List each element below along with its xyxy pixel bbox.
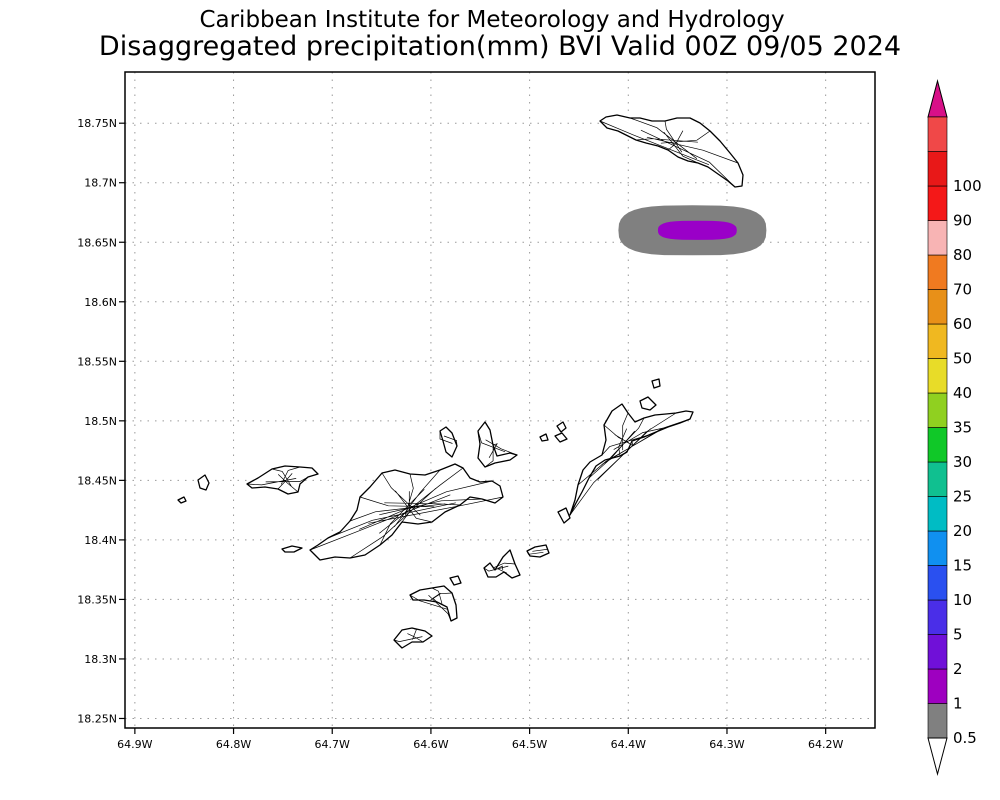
island-virgin-gorda-n (639, 396, 657, 411)
lat-tick-label: 18.4N (84, 534, 117, 547)
lat-tick-label: 18.75N (77, 117, 117, 130)
grid-lines (125, 72, 875, 728)
island-small-cays-4 (651, 378, 661, 389)
colorbar-label: 50 (953, 350, 972, 368)
island-norman-s (393, 627, 433, 649)
island-anegada (599, 114, 744, 188)
colorbar-label: 10 (953, 591, 972, 609)
colorbar-label: 1 (953, 695, 963, 713)
lat-tick-label: 18.6N (84, 296, 117, 309)
colorbar-label: 40 (953, 384, 972, 402)
colorbar-label: 100 (953, 177, 982, 195)
colorbar-segment (927, 668, 948, 704)
lat-tick-label: 18.55N (77, 355, 117, 368)
colorbar-label: 90 (953, 212, 972, 230)
product-title: Disaggregated precipitation(mm) BVI Vali… (99, 31, 901, 62)
lat-tick-label: 18.65N (77, 236, 117, 249)
island-great-camanoe (439, 426, 458, 458)
precip-area-1-2 (657, 220, 737, 240)
colorbar-segment (927, 565, 948, 601)
colorbar-segment (927, 358, 948, 394)
colorbar-label: 80 (953, 246, 972, 264)
island-marina-cay (556, 421, 567, 433)
colorbar-segment (927, 254, 948, 290)
colorbar-segment (927, 289, 948, 325)
colorbar-segment (927, 496, 948, 532)
colorbar-segment (927, 151, 948, 187)
colorbar-bottom-arrow (927, 737, 948, 776)
lat-tick-label: 18.5N (84, 415, 117, 428)
colorbar-segment (927, 323, 948, 359)
island-small-cays-3 (281, 545, 303, 553)
longitude-axis: 64.9W 64.8W 64.7W 64.6W 64.5W 64.4W 64.3W 64.2W (117, 728, 843, 751)
lon-tick-label: 64.3W (709, 738, 744, 751)
colorbar-segment (927, 461, 948, 497)
colorbar-label: 15 (953, 557, 972, 575)
colorbar-top-arrow (927, 79, 948, 118)
colorbar-label: 35 (953, 419, 972, 437)
colorbar-label: 70 (953, 281, 972, 299)
colorbar-segment (927, 392, 948, 428)
island-small-cays-2 (449, 575, 462, 586)
lon-tick-label: 64.8W (216, 738, 251, 751)
colorbar-label: 5 (953, 626, 963, 644)
island-salt-cooper (483, 549, 521, 579)
colorbar-label: 0.5 (953, 729, 977, 747)
colorbar-label: 30 (953, 453, 972, 471)
lat-tick-label: 18.3N (84, 653, 117, 666)
colorbar-segment (927, 599, 948, 635)
island-virgin-gorda (569, 403, 694, 516)
island-little-jost (197, 474, 210, 491)
lat-tick-label: 18.45N (77, 474, 117, 487)
island-jost-van-dyke (246, 465, 319, 495)
colorbar-segment (927, 185, 948, 221)
colorbar-segment (927, 220, 948, 256)
island-beef-scrub (477, 421, 518, 468)
map-frame (124, 71, 876, 729)
island-tortola (309, 463, 504, 561)
map-panel: 64.9W 64.8W 64.7W 64.6W 64.5W 64.4W 64.3W 64.2W… (77, 71, 876, 751)
colorbar-segment (927, 634, 948, 670)
lon-tick-label: 64.4W (611, 738, 646, 751)
colorbar-segment (927, 703, 948, 739)
colorbar-segment (927, 116, 948, 152)
lat-tick-label: 18.7N (84, 177, 117, 190)
colorbar-segment (927, 427, 948, 463)
colorbar-label: 60 (953, 315, 972, 333)
latitude-axis: 18.75N 18.7N 18.65N 18.6N 18.55N 18.5N 18.45N 1… (77, 117, 125, 725)
lat-tick-label: 18.25N (77, 712, 117, 725)
institute-title: Caribbean Institute for Meteorology and … (199, 7, 784, 33)
lon-tick-label: 64.5W (512, 738, 547, 751)
island-small-cays-1 (554, 432, 568, 443)
colorbar-label: 2 (953, 660, 963, 678)
islands-layer (177, 114, 744, 649)
island-fallen-jerusalem (557, 507, 571, 524)
island-small-cays-5 (539, 433, 549, 442)
lon-tick-label: 64.2W (808, 738, 843, 751)
colorbar-label: 20 (953, 522, 972, 540)
colorbar-segment (927, 530, 948, 566)
lon-tick-label: 64.9W (117, 738, 152, 751)
precipitation-layer (618, 205, 767, 256)
island-norman-peter (409, 585, 458, 622)
lon-tick-label: 64.7W (315, 738, 350, 751)
island-ginger (526, 544, 550, 558)
colorbar-label: 25 (953, 488, 972, 506)
lat-tick-label: 18.35N (77, 593, 117, 606)
lon-tick-label: 64.6W (413, 738, 448, 751)
island-sandy-cay (177, 496, 187, 504)
